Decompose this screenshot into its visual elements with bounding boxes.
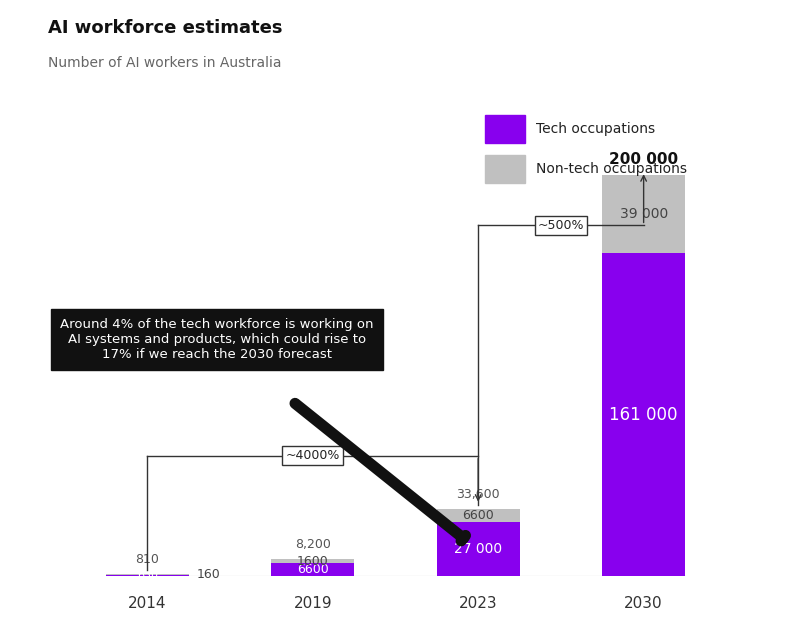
Text: Tech occupations: Tech occupations (536, 122, 655, 136)
Text: 8,200: 8,200 (294, 538, 330, 552)
Text: Non-tech occupations: Non-tech occupations (536, 162, 686, 177)
Bar (106, 575, 189, 576)
Bar (437, 508, 519, 522)
Text: 2030: 2030 (624, 596, 663, 611)
Text: 2014: 2014 (128, 596, 166, 611)
Text: 6600: 6600 (297, 563, 329, 576)
Text: AI workforce estimates: AI workforce estimates (48, 19, 282, 37)
Text: 1600: 1600 (297, 555, 329, 568)
Text: 650: 650 (137, 570, 158, 580)
Text: 2019: 2019 (294, 596, 332, 611)
Bar (485, 155, 525, 183)
Bar (271, 563, 354, 576)
Text: ~4000%: ~4000% (286, 449, 340, 462)
Text: ~500%: ~500% (538, 219, 584, 232)
Text: 2023: 2023 (459, 596, 498, 611)
Bar (602, 175, 685, 254)
Text: 6600: 6600 (462, 509, 494, 521)
Bar (271, 560, 354, 563)
Text: 810: 810 (135, 553, 159, 567)
Text: 39 000: 39 000 (619, 207, 668, 222)
Text: 160: 160 (197, 568, 221, 581)
Text: 161 000: 161 000 (610, 406, 678, 424)
Text: 27 000: 27 000 (454, 542, 502, 556)
Bar (485, 115, 525, 143)
Text: 33,600: 33,600 (456, 488, 500, 501)
Bar (437, 522, 519, 576)
Text: Around 4% of the tech workforce is working on
AI systems and products, which cou: Around 4% of the tech workforce is worki… (60, 318, 374, 361)
Text: 200 000: 200 000 (609, 152, 678, 167)
Text: Number of AI workers in Australia: Number of AI workers in Australia (48, 56, 282, 70)
Bar (602, 254, 685, 576)
